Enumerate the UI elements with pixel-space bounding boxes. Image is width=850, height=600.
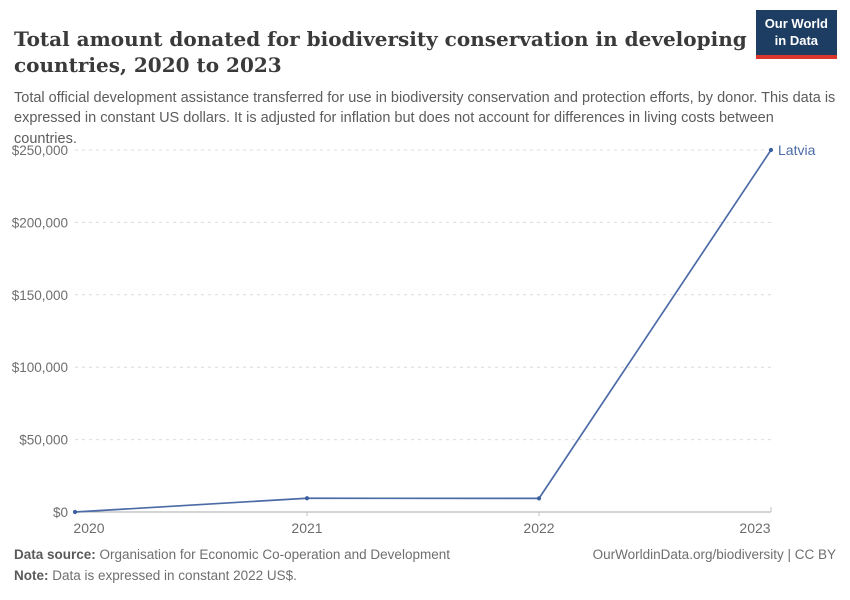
data-point[interactable]	[304, 496, 310, 501]
x-axis-label: 2021	[291, 520, 322, 536]
owid-logo[interactable]: Our World in Data	[755, 10, 837, 59]
data-source-label: Data source:	[14, 547, 96, 562]
y-axis-label: $150,000	[12, 288, 68, 303]
series-end-label[interactable]: Latvia	[778, 142, 816, 158]
series-line-latvia[interactable]	[74, 149, 772, 513]
line-chart[interactable]: $0 $50,000 $100,000 $150,000 $200,000 $250,00…	[0, 130, 850, 545]
x-axis-label: 2022	[523, 520, 554, 536]
data-source-line: Data source: Organisation for Economic C…	[14, 544, 450, 565]
x-axis-label: 2020	[73, 520, 104, 536]
owid-logo-line2: in Data	[774, 32, 819, 48]
note-text: Data is expressed in constant 2022 US$.	[48, 568, 297, 584]
footer-citation-link[interactable]: OurWorldinData.org/biodiversity | CC BY	[592, 547, 836, 562]
note-label: Note:	[14, 568, 49, 584]
data-point[interactable]	[768, 147, 774, 153]
owid-logo-line1: Our World	[764, 16, 828, 31]
note-line: Note: Data is expressed in constant 2022…	[14, 565, 836, 586]
y-axis-label: $250,000	[12, 143, 68, 158]
chart-footer: Data source: Organisation for Economic C…	[14, 544, 836, 587]
chart-title: Total amount donated for biodiversity co…	[14, 27, 747, 78]
chart-subtitle: Total official development assistance tr…	[14, 89, 836, 147]
data-point[interactable]	[72, 509, 78, 515]
data-source-text: Organisation for Economic Co-operation a…	[95, 547, 450, 562]
data-point[interactable]	[536, 496, 542, 501]
y-axis-label: $100,000	[12, 360, 68, 375]
y-axis-label: $0	[53, 505, 68, 520]
y-axis-label: $200,000	[12, 215, 68, 230]
x-axis-label: 2023	[739, 520, 770, 536]
y-axis-label: $50,000	[19, 433, 68, 448]
